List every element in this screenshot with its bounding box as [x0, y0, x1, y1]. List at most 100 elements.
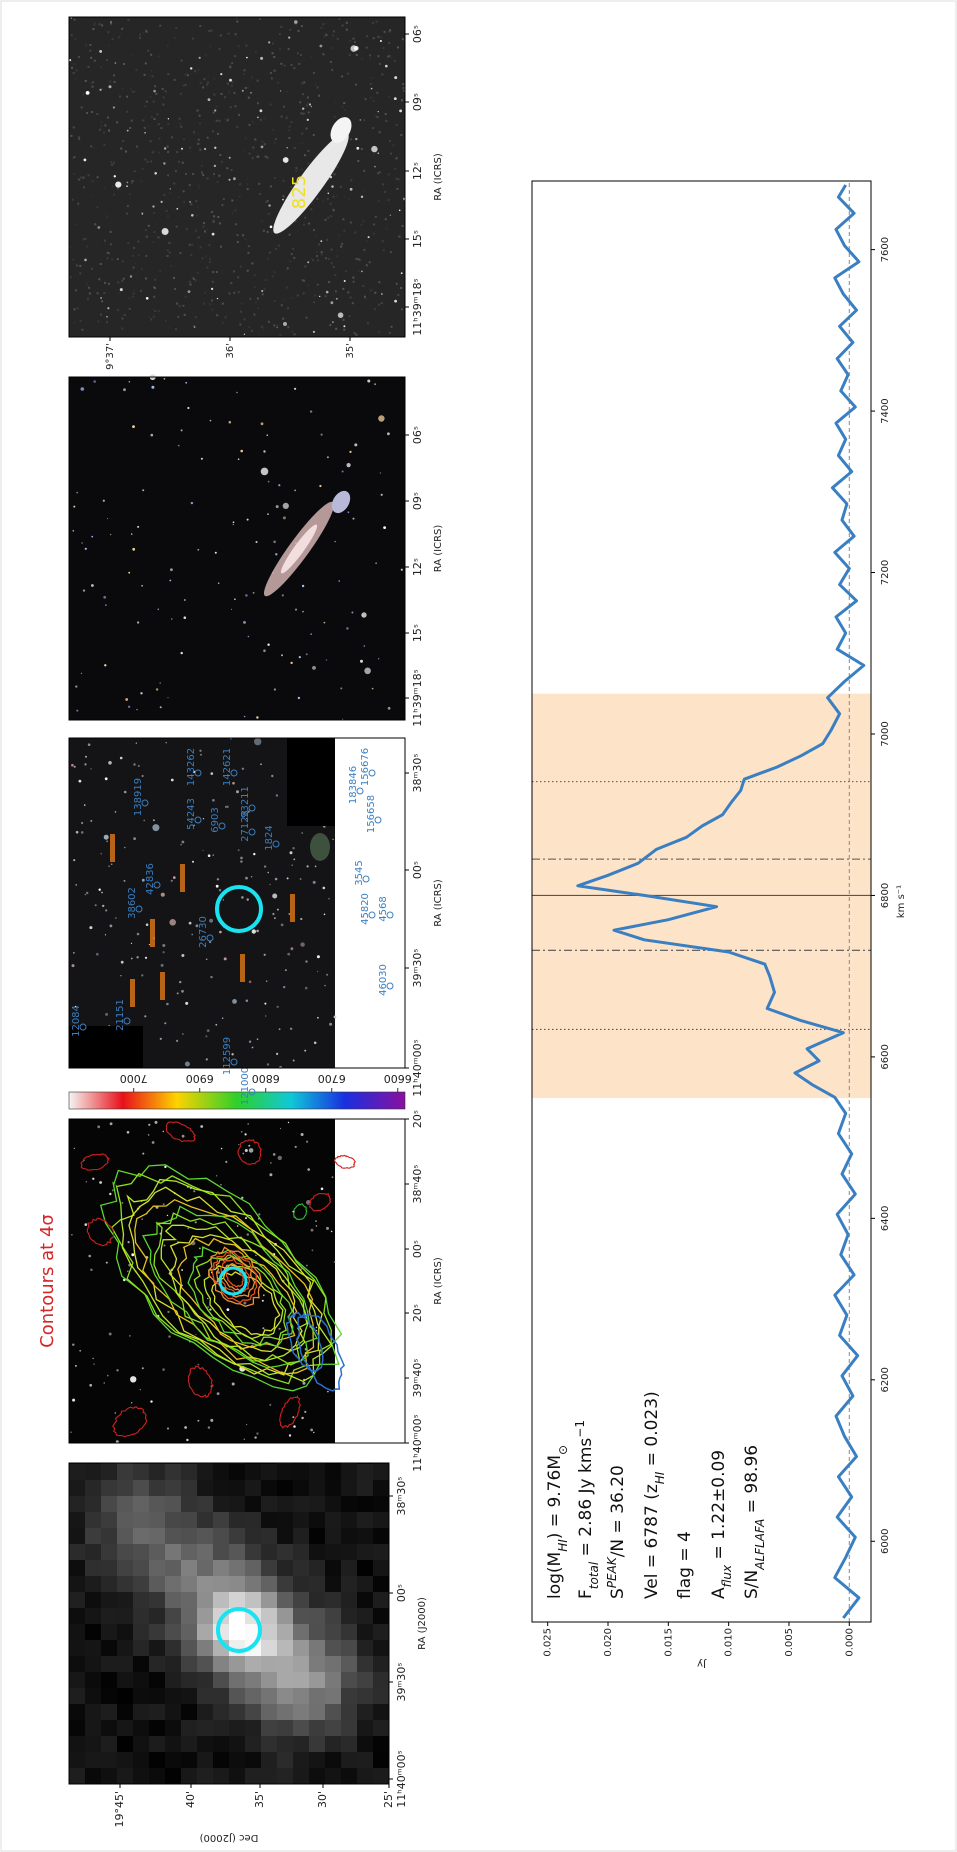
- hi-pixel: [373, 1720, 389, 1736]
- noise: [373, 223, 376, 226]
- noise: [261, 220, 264, 223]
- star: [253, 852, 256, 856]
- noise: [271, 52, 274, 55]
- hi-pixel: [293, 1640, 309, 1656]
- star: [313, 1041, 317, 1045]
- noise: [209, 45, 212, 48]
- hi-pixel: [149, 1592, 165, 1608]
- noise: [100, 125, 103, 128]
- noise: [209, 257, 211, 260]
- star: [154, 1120, 158, 1124]
- star: [246, 56, 248, 59]
- catalog-marker: [230, 769, 238, 777]
- noise: [163, 193, 166, 196]
- noise: [244, 237, 247, 240]
- star: [252, 592, 255, 594]
- hi-pixel: [133, 1688, 149, 1704]
- noise: [352, 276, 355, 279]
- star: [211, 287, 214, 290]
- catalog-tag: [130, 979, 135, 1007]
- noise: [82, 93, 85, 96]
- noise: [157, 55, 160, 58]
- star: [363, 645, 365, 647]
- catalog-marker: [141, 799, 149, 807]
- hi-pixel: [373, 1576, 389, 1592]
- hi-pixel: [373, 1496, 389, 1512]
- noise: [366, 322, 369, 325]
- noise: [197, 142, 200, 145]
- noise: [301, 82, 304, 85]
- star: [72, 530, 75, 532]
- noise: [378, 63, 381, 65]
- noise: [308, 228, 311, 230]
- noise: [154, 278, 156, 281]
- noise: [93, 23, 96, 26]
- noise: [197, 132, 200, 135]
- star: [267, 871, 270, 874]
- star: [268, 204, 271, 207]
- star: [210, 975, 213, 979]
- star: [207, 98, 211, 101]
- contour: [211, 1251, 258, 1304]
- hi-pixel: [373, 1656, 389, 1672]
- star: [310, 1428, 314, 1432]
- noise: [392, 144, 395, 147]
- noise: [292, 247, 295, 250]
- noise: [103, 144, 106, 147]
- noise: [389, 139, 391, 142]
- noise: [212, 111, 215, 114]
- star: [322, 886, 326, 890]
- noise: [127, 19, 130, 21]
- catalog-marker: [218, 822, 226, 830]
- noise: [194, 70, 197, 73]
- star: [238, 1143, 240, 1146]
- star: [327, 192, 330, 195]
- hi-pixel: [117, 1528, 133, 1544]
- noise: [156, 113, 159, 116]
- star: [360, 195, 364, 198]
- star: [213, 164, 217, 168]
- noise: [253, 286, 256, 289]
- noise: [263, 288, 266, 291]
- hi-pixel: [229, 1576, 245, 1592]
- star: [245, 594, 248, 597]
- hi-pixel: [69, 1704, 85, 1720]
- noise: [200, 164, 203, 167]
- hi-pixel: [197, 1480, 213, 1496]
- noise: [365, 264, 368, 267]
- noise: [369, 289, 372, 292]
- noise: [79, 272, 82, 275]
- galaxy: [330, 117, 352, 143]
- hi-pixel: [277, 1672, 293, 1688]
- catalog-marker: [362, 875, 370, 883]
- noise: [243, 69, 246, 72]
- noise: [289, 28, 292, 31]
- star: [85, 1181, 87, 1183]
- noise: [330, 248, 333, 251]
- noise: [87, 65, 90, 68]
- noise: [273, 324, 276, 327]
- noise: [91, 85, 94, 88]
- noise: [349, 296, 352, 299]
- noise: [218, 34, 221, 37]
- noise: [369, 54, 372, 57]
- star: [75, 1364, 77, 1367]
- noise: [271, 275, 274, 278]
- star: [225, 806, 227, 808]
- noise: [149, 75, 152, 77]
- hi-pixel: [309, 1720, 325, 1736]
- noise: [374, 115, 377, 117]
- star: [278, 484, 281, 487]
- hi-pixel: [277, 1576, 293, 1592]
- beam-circle: [216, 1607, 262, 1653]
- x-tick-label: 7200: [880, 560, 891, 585]
- noise: [167, 174, 169, 177]
- x-tick-label: 15ˢ: [411, 624, 424, 642]
- noise: [343, 328, 346, 331]
- noise: [76, 307, 79, 310]
- noise: [317, 259, 320, 262]
- noise: [287, 48, 290, 50]
- noise: [316, 283, 319, 286]
- noise: [359, 259, 362, 262]
- info-part: HI: [556, 1539, 570, 1552]
